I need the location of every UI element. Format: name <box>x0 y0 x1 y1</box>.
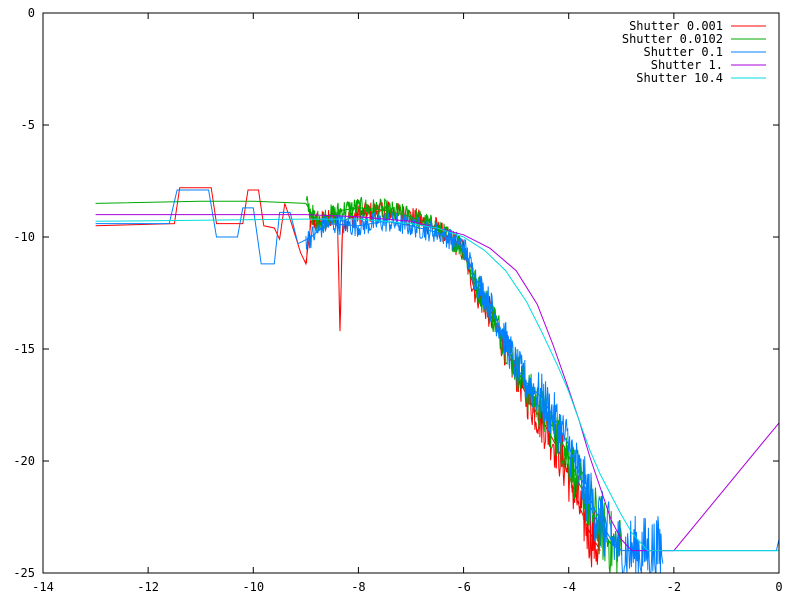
series-line-5 <box>95 218 779 552</box>
legend-label: Shutter 0.0102 <box>622 32 723 46</box>
x-tick-label: -8 <box>351 580 365 594</box>
x-tick-label: -4 <box>561 580 575 594</box>
plot-frame <box>42 12 780 574</box>
x-tick-label: -14 <box>32 580 54 594</box>
x-tick-label: -10 <box>242 580 264 594</box>
x-tick-label: 0 <box>775 580 782 594</box>
series-line-3 <box>95 189 780 574</box>
series-line-4 <box>95 214 780 552</box>
y-tick-label: -15 <box>13 342 35 356</box>
legend-label: Shutter 1. <box>651 58 723 72</box>
legend-label: Shutter 10.4 <box>636 71 723 85</box>
y-tick-label: -10 <box>13 230 35 244</box>
x-tick-label: -12 <box>137 580 159 594</box>
legend-label: Shutter 0.001 <box>629 19 723 33</box>
y-tick-label: -20 <box>13 454 35 468</box>
y-tick-label: -5 <box>21 118 35 132</box>
x-tick-label: -6 <box>456 580 470 594</box>
legend-label: Shutter 0.1 <box>644 45 723 59</box>
y-tick-label: -25 <box>13 566 35 580</box>
x-tick-label: -2 <box>667 580 681 594</box>
y-tick-label: 0 <box>28 6 35 20</box>
axes-layer: -14 -12 -10 -8 -6 -4 -2 00-5-10-15-20-25 <box>13 6 782 594</box>
series-layer <box>95 187 780 574</box>
